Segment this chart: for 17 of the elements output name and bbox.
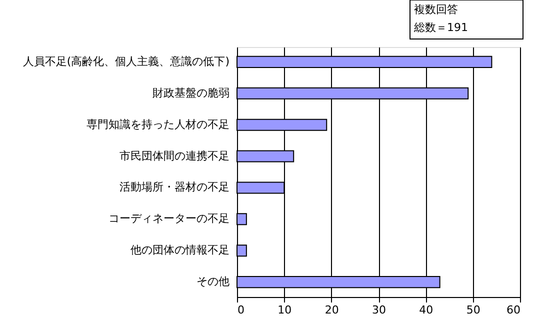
y-tick-label: 財政基盤の脆弱 bbox=[152, 86, 230, 100]
x-tick-label: 50 bbox=[466, 304, 480, 316]
y-tick-label: 人員不足(高齢化、個人主義、意識の低下) bbox=[22, 54, 230, 68]
y-tick-label: コーディネーターの不足 bbox=[108, 212, 230, 226]
y-tick-label: 市民団体間の連携不足 bbox=[120, 149, 230, 162]
x-tick-label: 30 bbox=[372, 304, 386, 316]
x-tick-label: 10 bbox=[278, 304, 292, 316]
x-tick-label: 20 bbox=[324, 304, 339, 316]
text: 複数回答 bbox=[414, 3, 458, 16]
text: 総数＝191 bbox=[413, 21, 468, 34]
y-tick-label: 他の団体の情報不足 bbox=[130, 244, 230, 257]
y-tick-label: 活動場所・器材の不足 bbox=[120, 180, 230, 194]
y-tick-label: その他 bbox=[196, 275, 230, 288]
y-tick-label: 専門知識を持った人材の不足 bbox=[86, 118, 230, 131]
x-tick-label: 0 bbox=[238, 304, 244, 316]
x-tick-label: 40 bbox=[419, 304, 434, 316]
x-tick-label: 60 bbox=[506, 304, 520, 316]
